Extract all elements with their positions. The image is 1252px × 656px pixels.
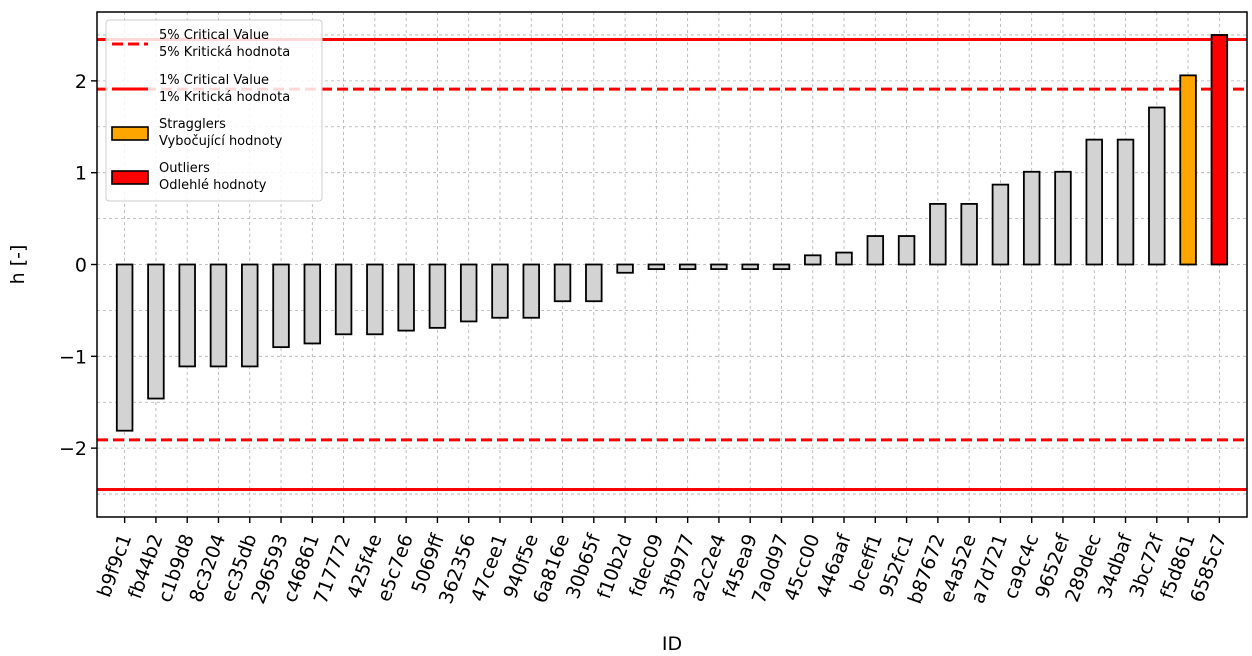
bar-e5c7e6 [397,263,415,332]
bar-47cee1 [491,263,509,319]
bar-3bc72f [1148,106,1166,266]
bar-362356 [459,263,478,323]
bar-e4a52e [960,202,978,266]
bar-ca9c4c [1022,170,1041,266]
bar-296593 [272,263,290,349]
legend-label-line1: 5% Critical Value [159,28,269,43]
bar-c46861 [303,263,322,345]
bar-6585c7 [1210,34,1229,266]
bar-b9f9c1 [115,263,134,432]
legend-label-line1: Outliers [159,161,210,176]
y-tick-label: −1 [59,346,87,368]
bar-8c3204 [209,263,228,368]
y-axis-title: h [-] [7,245,29,285]
bar-series [115,34,1229,432]
y-tick-label: 2 [75,71,87,93]
bar-c1b9d8 [178,263,196,368]
legend-label-line2: Vybočující hodnoty [159,134,283,149]
legend-swatch-box [111,170,149,185]
legend-label-line1: Stragglers [159,117,226,132]
bar-b87672 [929,202,947,266]
bar-f5d861 [1179,74,1197,266]
x-axis-title: ID [662,633,682,655]
bar-a7d721 [991,183,1010,266]
bar-952fc1 [897,235,916,266]
bar-7a0d97 [772,263,791,270]
bar-f10b2d [616,263,634,274]
legend-label-line2: 1% Kritická hodnota [159,90,290,105]
bar-5069ff [428,263,447,329]
bar-34dbaf [1116,138,1135,266]
legend-swatch-box [111,126,149,141]
bar-fb44b2 [147,263,165,400]
y-tick-label: −2 [59,438,87,460]
y-tick-label: 0 [75,255,87,277]
y-axis-ticks: −2 −1 0 1 2 [59,71,97,460]
bar-6a816e [553,263,572,303]
bar-bceff1 [866,235,885,266]
bar-a2c2e4 [710,263,728,270]
bar-fdec09 [647,263,666,270]
bar-ec35db [241,263,259,368]
x-axis-ticks: b9f9c1fb44b2c1b9d88c3204ec35db296593c468… [93,517,1231,607]
bar-45cc00 [804,254,822,266]
legend-box [105,19,323,202]
bar-940f5e [522,263,540,319]
legend: 5% Critical Value 5% Kritická hodnota 1% C… [105,19,323,202]
legend-label-line2: 5% Kritická hodnota [159,45,290,60]
legend-label-line2: Odlehlé hodnoty [159,178,267,193]
y-tick-label: 1 [75,163,87,185]
bar-f45ea9 [741,263,759,270]
bar-425f4e [366,263,384,336]
bar-9652ef [1054,170,1072,266]
legend-label-line1: 1% Critical Value [159,73,269,88]
bar-717772 [334,263,353,336]
bar-289dec [1085,138,1103,266]
bar-3fb977 [678,263,697,270]
bar-446aaf [835,251,853,266]
bar-30b65f [585,263,603,303]
